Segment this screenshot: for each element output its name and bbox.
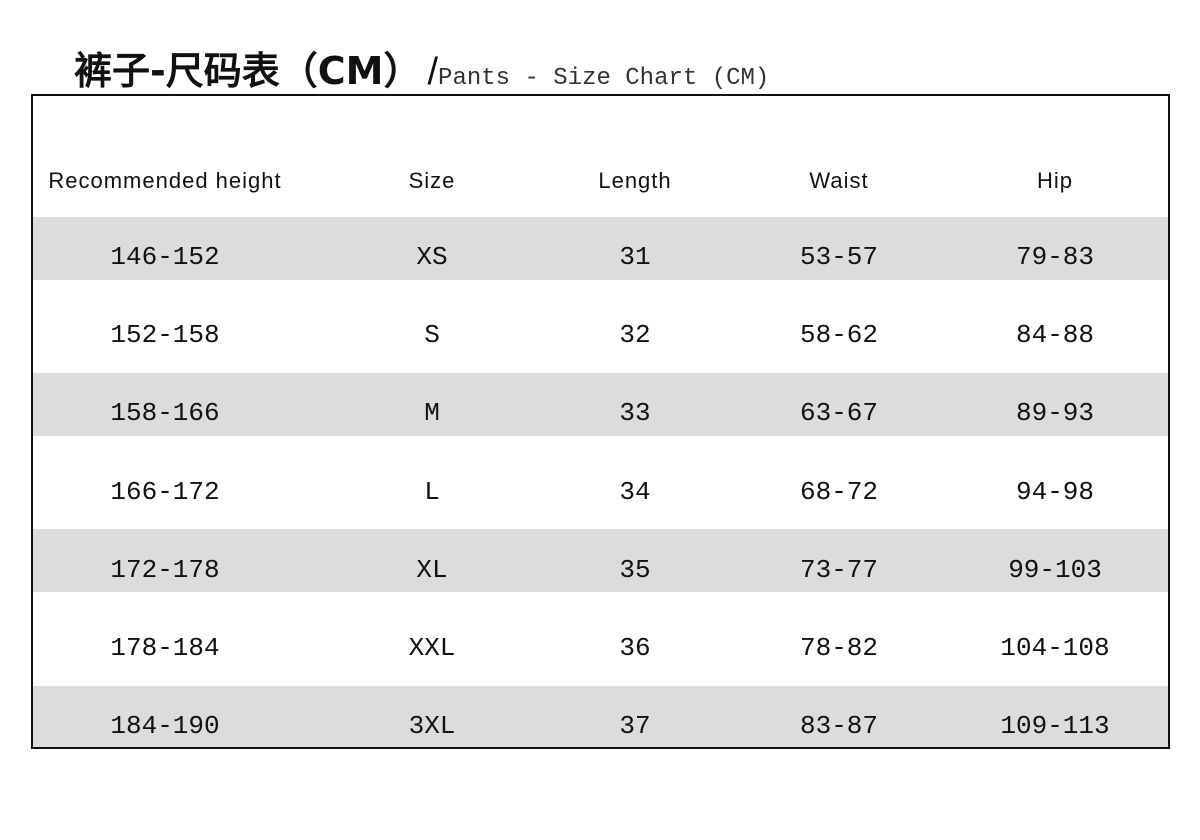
row-band [33, 686, 1168, 747]
row-band [33, 373, 1168, 436]
title-separator: / [427, 51, 439, 93]
table-cell: 146-152 [110, 242, 220, 272]
table-cell: 109-113 [1000, 711, 1110, 742]
column-header: Length [598, 168, 672, 193]
table-cell: M [424, 398, 440, 429]
table-cell: 158-166 [110, 398, 220, 429]
table-cell: 84-88 [1015, 320, 1095, 351]
table-cell: 34 [619, 476, 651, 507]
column-header: Waist [809, 168, 869, 193]
column-header: Size [408, 168, 456, 193]
table-cell: 63-67 [799, 398, 879, 429]
table-cell: L [424, 476, 440, 507]
table-cell: 35 [619, 554, 651, 585]
page-title: 裤子-尺码表（CM）/Pants - Size Chart (CM) [74, 40, 769, 95]
table-cell: 31 [619, 242, 651, 272]
table-cell: 37 [619, 711, 651, 742]
table-cell: 184-190 [110, 711, 220, 742]
row-band [33, 217, 1168, 280]
table-cell: 78-82 [799, 633, 879, 663]
table-cell: 68-72 [799, 476, 879, 507]
table-cell: 58-62 [799, 320, 879, 351]
column-header: Hip [1036, 168, 1074, 193]
table-cell: 36 [619, 633, 651, 663]
table-cell: XXL [408, 633, 456, 663]
table-cell: 104-108 [1000, 633, 1110, 663]
table-cell: 178-184 [110, 633, 220, 663]
size-table: Recommended height Size Length Waist Hip 146-… [31, 94, 1170, 749]
table-cell: 152-158 [110, 320, 220, 351]
table-cell: 73-77 [799, 554, 879, 585]
table-cell: XL [416, 554, 448, 585]
title-chinese: 裤子-尺码表（CM） [74, 49, 422, 93]
table-cell: S [424, 320, 440, 351]
table-cell: 83-87 [799, 711, 879, 742]
table-cell: XS [416, 242, 448, 272]
column-header: Recommended height [48, 168, 282, 193]
table-cell: 89-93 [1015, 398, 1095, 429]
table-cell: 3XL [408, 711, 456, 742]
table-cell: 53-57 [799, 242, 879, 272]
title-english: Pants - Size Chart (CM) [438, 65, 770, 92]
table-cell: 172-178 [110, 554, 220, 585]
table-cell: 94-98 [1015, 476, 1095, 507]
table-cell: 79-83 [1015, 242, 1095, 272]
table-cell: 32 [619, 320, 651, 351]
table-cell: 99-103 [1008, 554, 1102, 585]
table-cell: 166-172 [110, 476, 220, 507]
row-band [33, 529, 1168, 592]
table-cell: 33 [619, 398, 651, 429]
